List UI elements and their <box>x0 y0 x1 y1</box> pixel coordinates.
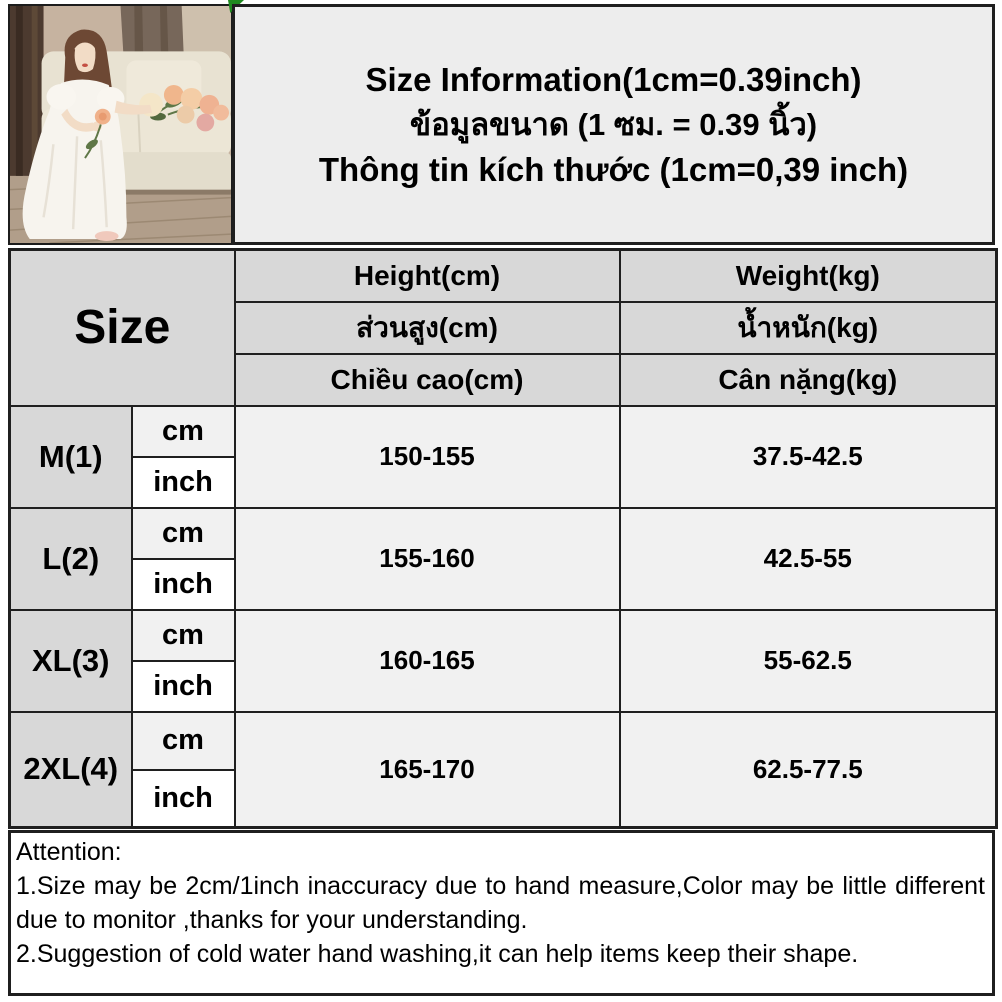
height-value-l: 155-160 <box>233 506 621 611</box>
attention-box: Attention: 1.Size may be 2cm/1inch inacc… <box>8 830 995 996</box>
table-row: inch <box>10 557 997 611</box>
model-photo-illustration <box>10 6 231 243</box>
title-english: Size Information(1cm=0.39inch) <box>365 61 862 98</box>
attention-heading: Attention: <box>16 838 122 866</box>
table-row: L(2) cm 155-160 42.5-55 <box>8 506 998 611</box>
height-value-m: 150-155 <box>233 404 621 509</box>
unit-inch: inch <box>130 557 236 611</box>
table-row: 2XL(4) cm 165-170 62.5-77.5 <box>8 710 998 829</box>
header-row-vi: Chiều cao(cm) Cân nặng(kg) <box>10 352 998 407</box>
size-label-l: L(2) <box>8 506 133 611</box>
table-row: inch <box>10 659 997 713</box>
unit-cm: cm <box>130 404 236 458</box>
table-row: M(1) cm 150-155 37.5-42.5 <box>8 404 998 509</box>
table-row: inch <box>10 455 997 509</box>
table-row: inch <box>10 768 997 829</box>
product-photo <box>8 4 233 245</box>
header-row-th: ส่วนสูง(cm) น้ำหนัก(kg) <box>10 300 998 355</box>
size-column-header: Size <box>8 248 236 407</box>
unit-inch: inch <box>130 455 236 509</box>
unit-cm: cm <box>130 506 236 560</box>
size-table: Size Height(cm) Weight(kg) ส่วนสูง(cm) น… <box>8 248 999 829</box>
unit-inch: inch <box>130 659 236 713</box>
weight-header-th: น้ำหนัก(kg) <box>618 300 998 355</box>
attention-note-1: 1.Size may be 2cm/1inch inaccuracy due t… <box>16 872 985 934</box>
weight-value-l: 42.5-55 <box>618 506 998 611</box>
size-label-2xl: 2XL(4) <box>8 710 133 829</box>
height-header-vi: Chiều cao(cm) <box>233 352 621 407</box>
unit-cm: cm <box>130 710 236 771</box>
weight-header-en: Weight(kg) <box>618 248 998 303</box>
size-label-xl: XL(3) <box>8 608 133 713</box>
weight-header-vi: Cân nặng(kg) <box>618 352 998 407</box>
weight-value-2xl: 62.5-77.5 <box>618 710 998 829</box>
weight-value-xl: 55-62.5 <box>618 608 998 713</box>
height-header-en: Height(cm) <box>233 248 621 303</box>
title-thai: ข้อมูลขนาด (1 ซม. = 0.39 นิ้ว) <box>409 107 818 142</box>
unit-cm: cm <box>130 608 236 662</box>
title-vietnamese: Thông tin kích thước (1cm=0,39 inch) <box>318 151 909 188</box>
height-value-2xl: 165-170 <box>233 710 621 829</box>
size-label-m: M(1) <box>8 404 133 509</box>
weight-value-m: 37.5-42.5 <box>618 404 998 509</box>
attention-note-2: 2.Suggestion of cold water hand washing,… <box>16 940 859 968</box>
height-header-th: ส่วนสูง(cm) <box>233 300 621 355</box>
title-box: Size Information(1cm=0.39inch) ข้อมูลขนา… <box>232 4 995 245</box>
height-value-xl: 160-165 <box>233 608 621 713</box>
header-row-en: Size Height(cm) Weight(kg) <box>8 248 998 407</box>
unit-inch: inch <box>130 768 236 829</box>
table-row: XL(3) cm 160-165 55-62.5 <box>8 608 998 713</box>
